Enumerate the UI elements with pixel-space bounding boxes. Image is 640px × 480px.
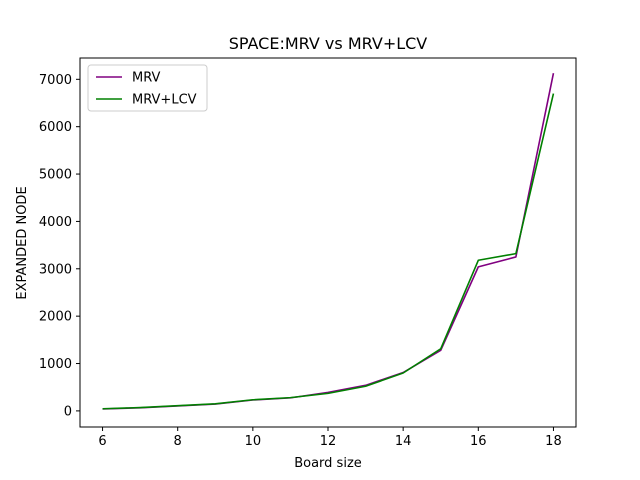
series-line-mrv-lcv [102, 93, 555, 410]
x-tick-label: 12 [320, 434, 337, 449]
x-tick-label: 14 [395, 434, 412, 449]
x-tick-label: 8 [174, 434, 182, 449]
y-tick-label: 2000 [39, 310, 72, 325]
x-axis-label: Board size [294, 456, 362, 471]
y-tick-label: 3000 [39, 262, 72, 277]
x-tick-label: 10 [245, 434, 262, 449]
legend-label: MRV [132, 71, 161, 86]
y-tick-label: 1000 [39, 357, 72, 372]
x-tick-label: 6 [98, 434, 106, 449]
plot-area: 6 8 10 12 14 16 18 0 1000 2000 3000 4000 5000 6000 700… [39, 57, 577, 449]
y-tick-label: 6000 [39, 120, 72, 135]
chart-title: SPACE:MRV vs MRV+LCV [229, 34, 428, 53]
legend-label: MRV+LCV [132, 93, 197, 108]
y-tick-label: 0 [64, 404, 72, 419]
y-tick-label: 7000 [39, 73, 72, 88]
x-tick-label: 18 [545, 434, 562, 449]
y-tick-label: 4000 [39, 215, 72, 230]
y-axis-label: EXPANDED NODE [15, 186, 30, 299]
x-tick-label: 16 [470, 434, 487, 449]
y-tick-label: 5000 [39, 168, 72, 183]
legend: MRV MRV+LCV [87, 64, 208, 112]
